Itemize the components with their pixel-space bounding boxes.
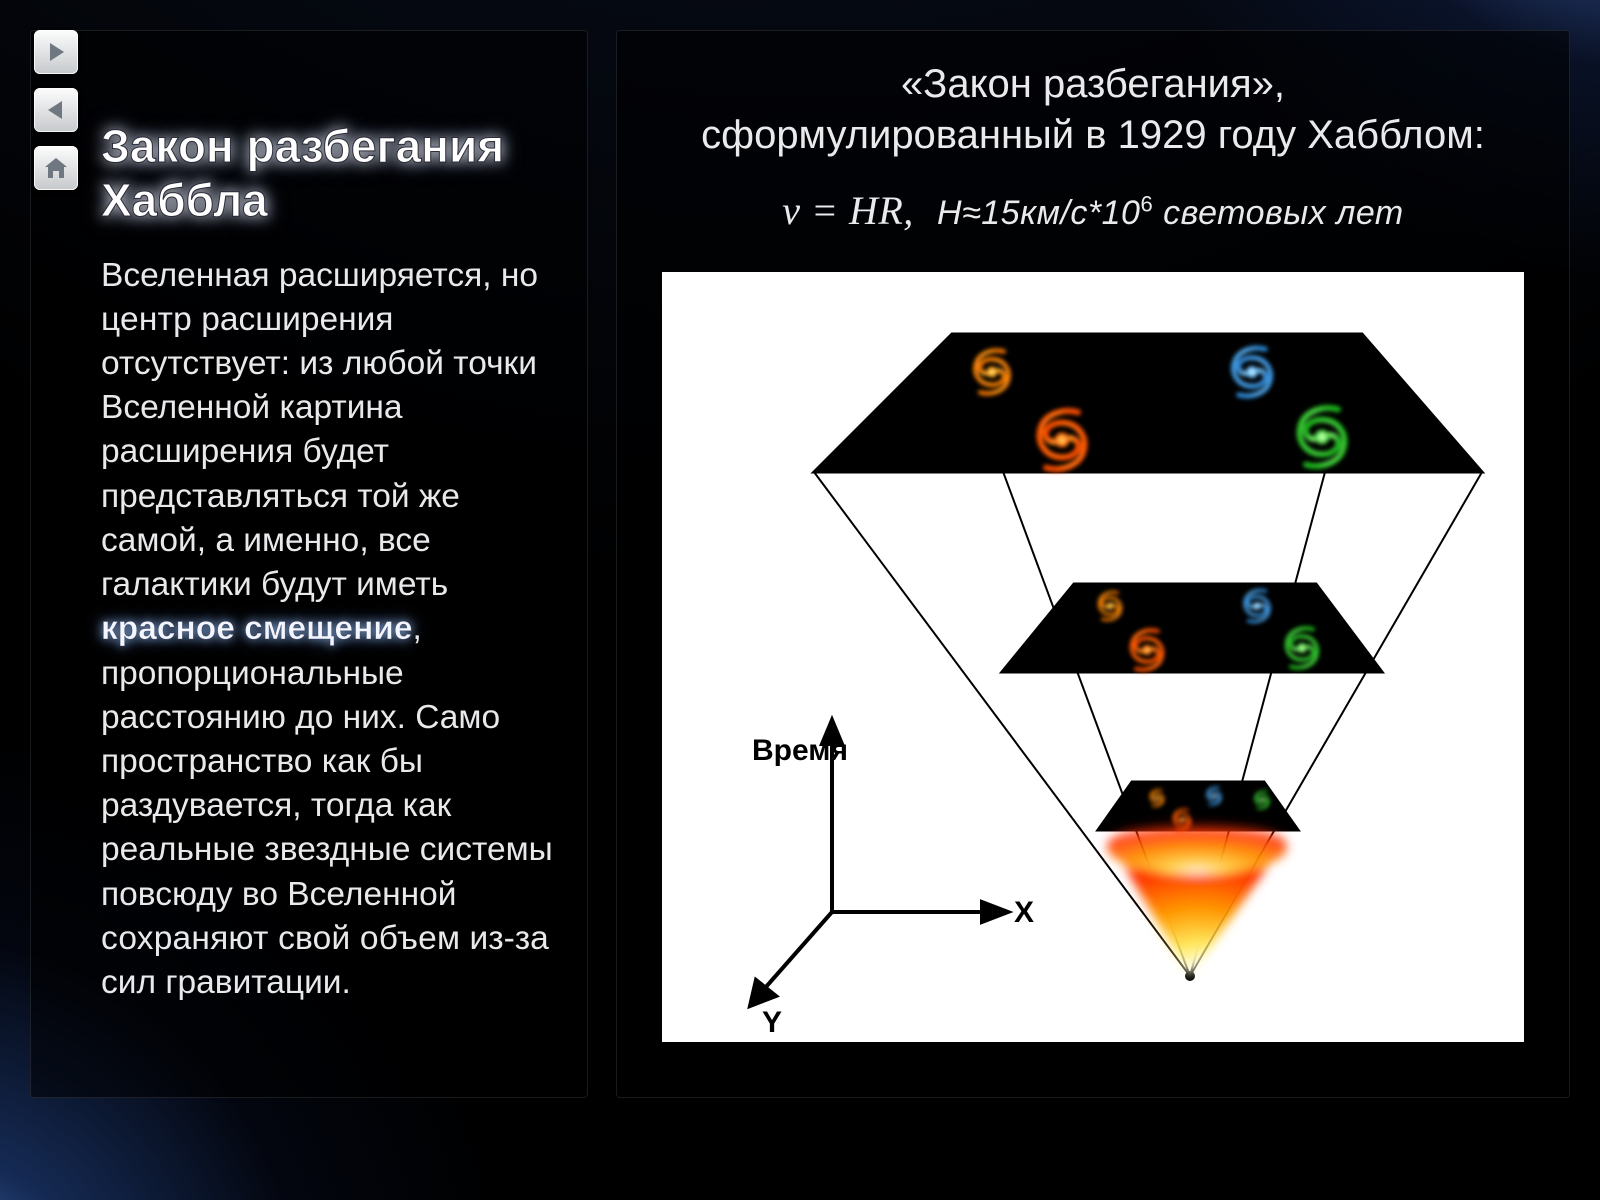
axis-label-x: X bbox=[1014, 896, 1034, 929]
formula-exponent: 6 bbox=[1140, 192, 1153, 217]
axis-label-y: Y bbox=[762, 1006, 782, 1039]
nav-buttons bbox=[34, 30, 78, 190]
body-seg-1: Вселенная расширяется, но bbox=[101, 257, 538, 294]
nav-home-button[interactable] bbox=[34, 146, 78, 190]
plane-top bbox=[814, 334, 1482, 472]
redshift-term: красное смещение bbox=[101, 610, 413, 647]
formula-lhs: v = HR, bbox=[782, 188, 914, 233]
play-icon bbox=[45, 41, 67, 63]
axis-label-time: Время bbox=[752, 734, 848, 767]
formula-rhs-prefix: H≈15км/с*10 bbox=[937, 194, 1140, 232]
plane-middle bbox=[1002, 584, 1382, 672]
home-icon bbox=[43, 156, 69, 180]
body-em-center: центр bbox=[101, 301, 192, 338]
heading-line-1: «Закон разбегания», bbox=[901, 62, 1285, 106]
nav-prev-button[interactable] bbox=[34, 88, 78, 132]
right-panel: «Закон разбегания», сформулированный в 1… bbox=[616, 30, 1570, 1098]
body-seg-2: расширения отсутствует: из любой точки В… bbox=[101, 301, 537, 603]
right-heading: «Закон разбегания», сформулированный в 1… bbox=[701, 59, 1485, 161]
nav-next-button[interactable] bbox=[34, 30, 78, 74]
body-em-volume: сохраняют свой объем bbox=[101, 920, 460, 957]
expansion-diagram: Время X Y bbox=[662, 272, 1524, 1042]
slide-body: Вселенная расширяется, но центр расширен… bbox=[101, 254, 553, 1006]
formula-rhs-suffix: световых лет bbox=[1153, 194, 1404, 232]
left-panel: Закон разбегания Хаббла Вселенная расшир… bbox=[30, 30, 588, 1098]
slide-title: Закон разбегания Хаббла bbox=[101, 119, 553, 228]
body-seg-3: , пропорциональные расстоянию до них. Са… bbox=[101, 610, 553, 912]
back-icon bbox=[45, 99, 67, 121]
heading-line-2: сформулированный в 1929 году Хабблом: bbox=[701, 113, 1485, 157]
hubble-formula: v = HR, H≈15км/с*106 световых лет bbox=[782, 187, 1404, 234]
